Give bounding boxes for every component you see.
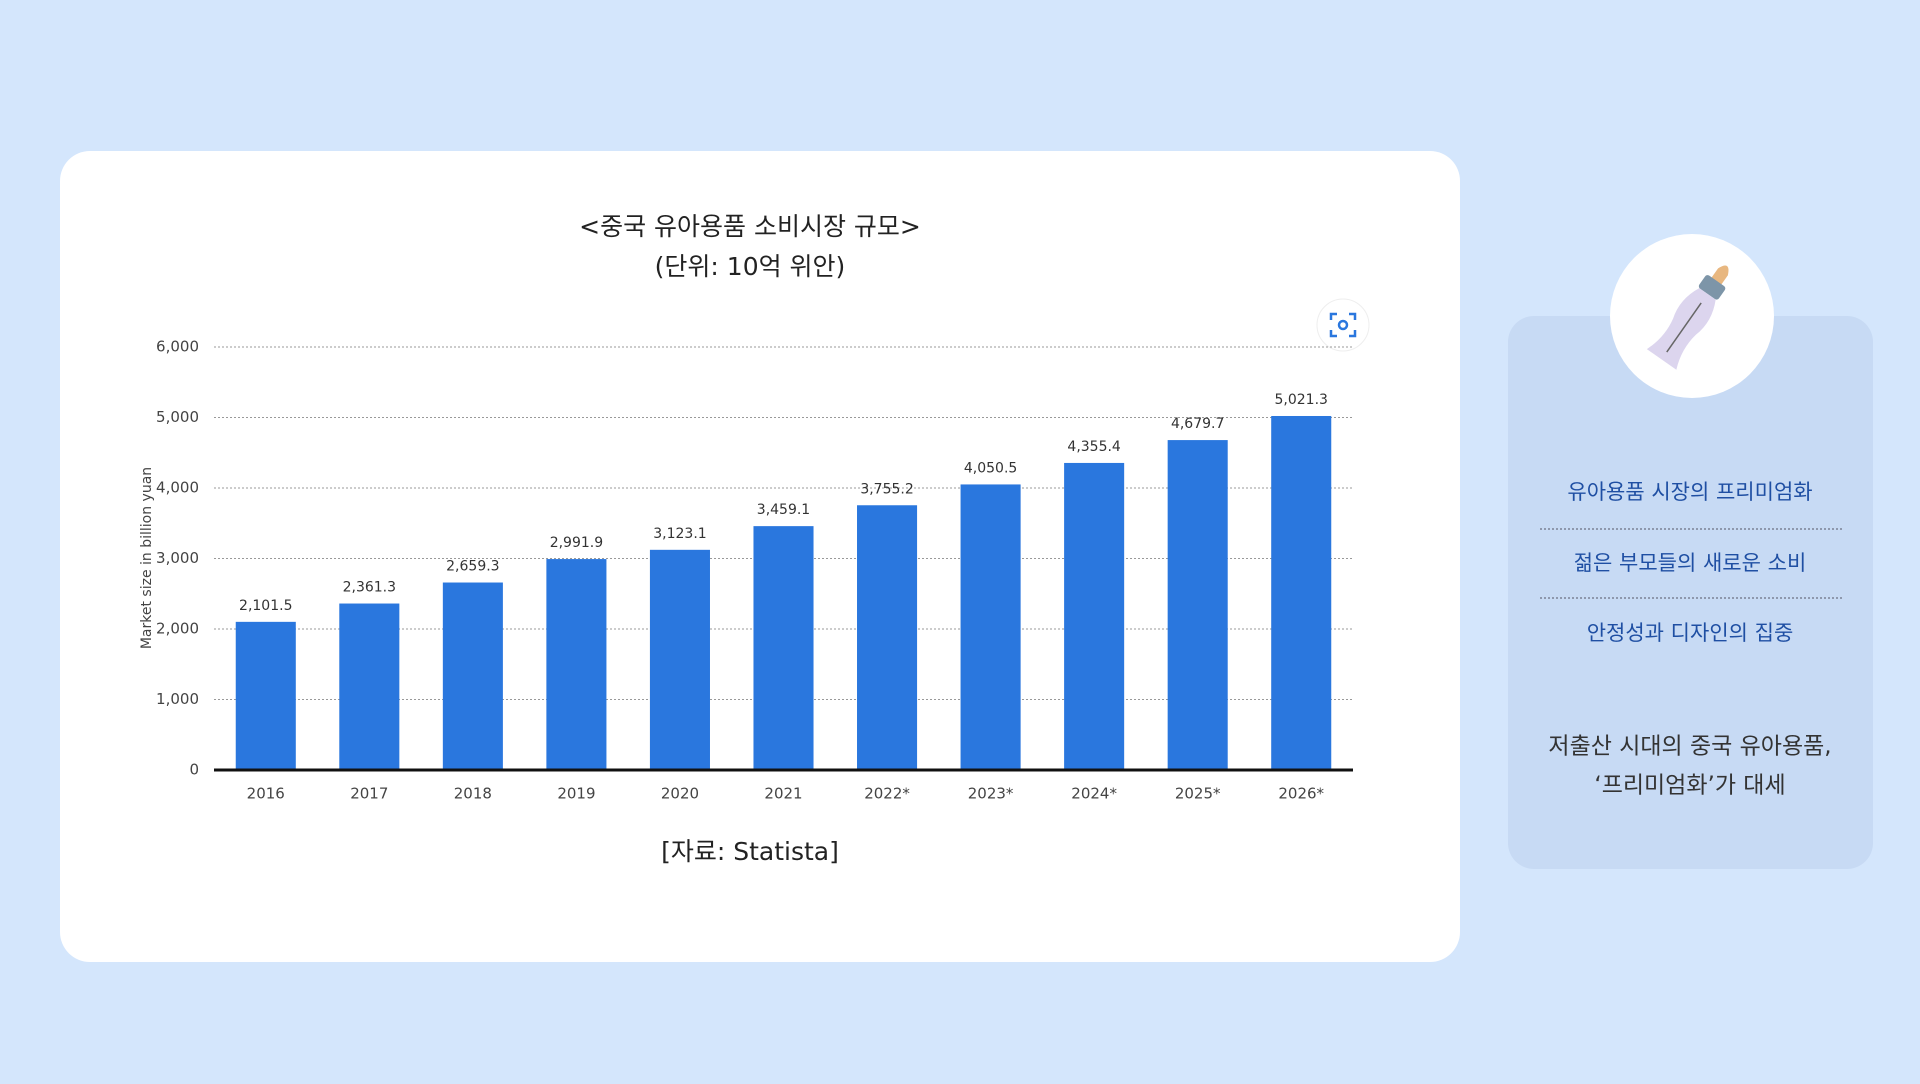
- chart-title: <중국 유아용품 소비시장 규모>: [579, 212, 921, 241]
- side-panel: [1508, 316, 1873, 869]
- chart-subtitle: (단위: 10억 위안): [655, 252, 846, 281]
- bottle-cap: [1698, 275, 1726, 300]
- side-item: 안정성과 디자인의 집중: [1587, 621, 1794, 645]
- bar: [546, 559, 607, 770]
- value-label: 2,659.3: [446, 559, 499, 575]
- bottle-icon: [1646, 265, 1729, 370]
- bar: [1167, 440, 1228, 770]
- source: [자료: Statista]: [661, 837, 839, 866]
- x-tick-label: 2020: [661, 785, 699, 803]
- caption-line: ‘프리미엄화’가 대세: [1594, 773, 1785, 799]
- button-icon-dot[interactable]: [1337, 319, 1349, 331]
- screenshot-button[interactable]: [1316, 298, 1370, 352]
- bar: [1271, 415, 1332, 770]
- y-tick-label: 2,000: [156, 620, 199, 638]
- value-label: 4,679.7: [1171, 416, 1224, 432]
- bottle-scale: [1666, 302, 1702, 353]
- x-tick-label: 2016: [247, 785, 285, 803]
- value-label: 3,755.2: [860, 481, 913, 497]
- y-tick-label: 5,000: [156, 408, 199, 426]
- value-label: 4,355.4: [1067, 439, 1121, 455]
- y-tick-label: 1,000: [156, 690, 199, 708]
- value-label: 2,991.9: [550, 535, 603, 551]
- y-tick-label: 0: [189, 761, 199, 779]
- value-label: 3,123.1: [653, 526, 706, 542]
- bar: [235, 621, 296, 770]
- side-item: 유아용품 시장의 프리미엄화: [1567, 480, 1812, 504]
- y-axis-label: Market size in billion yuan: [139, 467, 155, 649]
- value-label: 2,101.5: [239, 598, 292, 614]
- y-tick-label: 6,000: [156, 338, 199, 356]
- y-tick-label: 3,000: [156, 549, 199, 567]
- x-tick-label: 2021: [764, 785, 802, 803]
- x-tick-label: 2025*: [1175, 785, 1221, 803]
- bar: [960, 484, 1021, 770]
- x-tick-label: 2026*: [1278, 785, 1324, 803]
- x-tick-label: 2024*: [1071, 785, 1117, 803]
- x-tick-label: 2017: [350, 785, 388, 803]
- bar: [649, 549, 710, 770]
- value-label: 2,361.3: [343, 580, 396, 596]
- button-icon[interactable]: [1329, 312, 1357, 338]
- side-item: 젊은 부모들의 새로운 소비: [1574, 551, 1807, 575]
- bar: [442, 582, 503, 770]
- x-tick-label: 2019: [557, 785, 595, 803]
- y-tick-label: 4,000: [156, 479, 199, 497]
- x-tick-label: 2018: [454, 785, 492, 803]
- bottle-body: [1646, 288, 1716, 370]
- bar: [857, 505, 918, 770]
- bar: [753, 526, 814, 770]
- value-label: 3,459.1: [757, 502, 810, 518]
- value-label: 4,050.5: [964, 460, 1017, 476]
- button-bg[interactable]: [1316, 298, 1370, 352]
- bar: [1064, 462, 1125, 770]
- x-tick-label: 2023*: [968, 785, 1014, 803]
- x-tick-label: 2022*: [864, 785, 910, 803]
- value-label: 5,021.3: [1275, 392, 1328, 408]
- bar: [339, 603, 400, 770]
- caption-line: 저출산 시대의 중국 유아용품,: [1548, 734, 1831, 760]
